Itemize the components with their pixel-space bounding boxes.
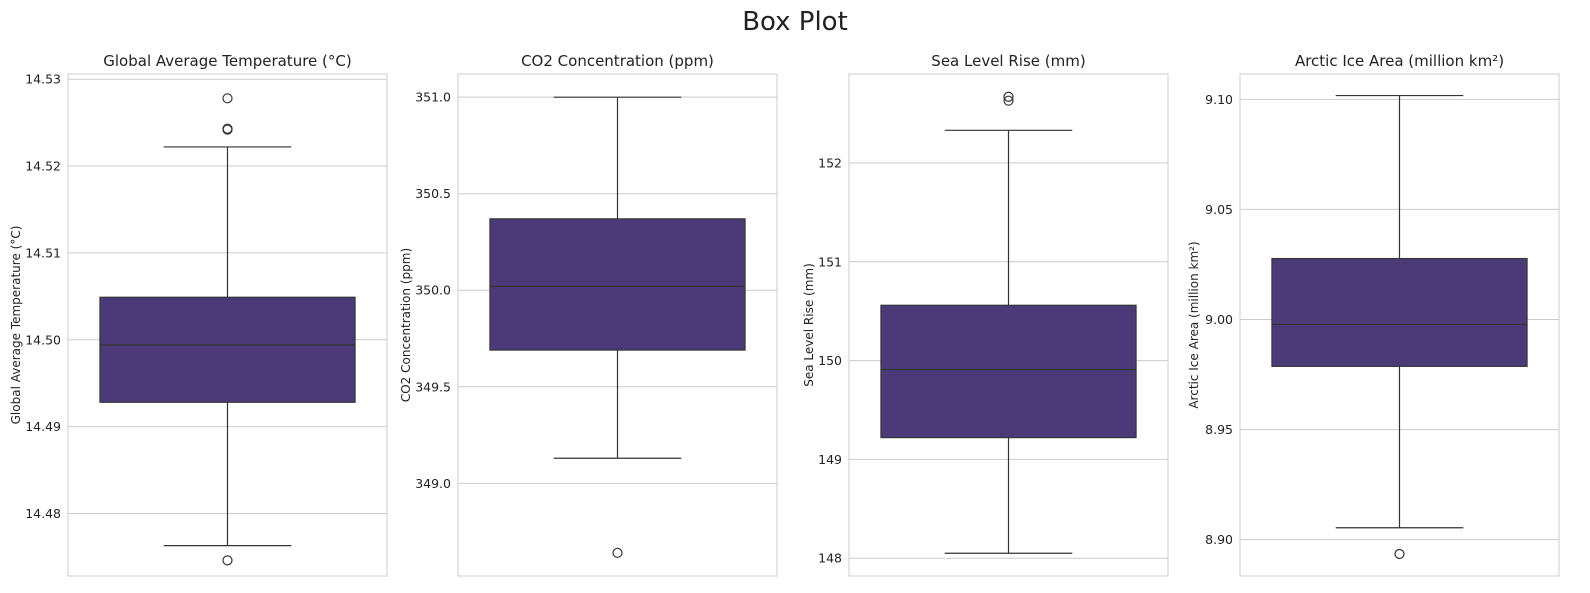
subplot-3: 148 149 150 151 152 Sea Level Rise (mm) Sea Le… (802, 52, 1169, 577)
figure-title: Box Plot (742, 7, 848, 37)
y-axis-label: CO2 Concentration (ppm) (399, 248, 413, 402)
y-tick-label: 9.00 (1205, 312, 1233, 327)
outlier-point (222, 93, 233, 104)
y-tick-label: 14.52 (25, 159, 61, 174)
outlier-point (222, 123, 233, 134)
y-tick-label: 150 (818, 353, 842, 368)
outlier-point (1003, 91, 1014, 102)
subplot-panels: 14.48 14.49 14.50 14.51 14.52 14.53 Global Ave… (9, 52, 1560, 577)
subplot-title: Global Average Temperature (°C) (103, 52, 351, 70)
subplot-title: CO2 Concentration (ppm) (521, 52, 714, 70)
subplot-2: 349.0 349.5 350.0 350.5 351.0 CO2 Concentrati… (399, 52, 778, 577)
y-tick-label: 14.51 (25, 245, 61, 260)
y-tick-label: 9.10 (1205, 92, 1233, 107)
y-tick-label: 151 (818, 254, 842, 269)
y-tick-label: 350.0 (415, 283, 451, 298)
subplot-4: 8.90 8.95 9.00 9.05 9.10 Arctic Ice Area (mil… (1187, 52, 1560, 577)
y-tick-label: 148 (818, 551, 842, 566)
iqr-box (880, 304, 1137, 439)
y-axis-label: Arctic Ice Area (million km²) (1187, 241, 1201, 408)
outlier-point (222, 555, 233, 566)
subplot-1: 14.48 14.49 14.50 14.51 14.52 14.53 Global Ave… (9, 52, 388, 577)
y-tick-label: 349.5 (415, 379, 451, 394)
subplot-title: Sea Level Rise (mm) (931, 52, 1085, 70)
y-tick-label: 14.48 (25, 506, 61, 521)
y-tick-label: 14.49 (25, 419, 61, 434)
y-tick-label: 9.05 (1205, 202, 1233, 217)
y-tick-label: 350.5 (415, 186, 451, 201)
y-tick-label: 349.0 (415, 476, 451, 491)
y-tick-label: 149 (818, 452, 842, 467)
subplot-title: Arctic Ice Area (million km²) (1295, 52, 1504, 70)
y-tick-label: 8.90 (1205, 532, 1233, 547)
y-tick-label: 152 (818, 155, 842, 170)
y-tick-label: 8.95 (1205, 422, 1233, 437)
y-axis-label: Global Average Temperature (°C) (9, 226, 23, 425)
y-tick-label: 14.53 (25, 72, 61, 87)
outlier-point (1003, 95, 1014, 106)
y-tick-label: 14.50 (25, 332, 61, 347)
iqr-box (1271, 257, 1528, 367)
iqr-box (489, 218, 746, 351)
outlier-point (612, 547, 623, 558)
y-tick-label: 351.0 (415, 90, 451, 105)
y-axis-label: Sea Level Rise (mm) (802, 263, 816, 387)
outlier-point (1394, 548, 1405, 560)
iqr-box (99, 296, 356, 403)
